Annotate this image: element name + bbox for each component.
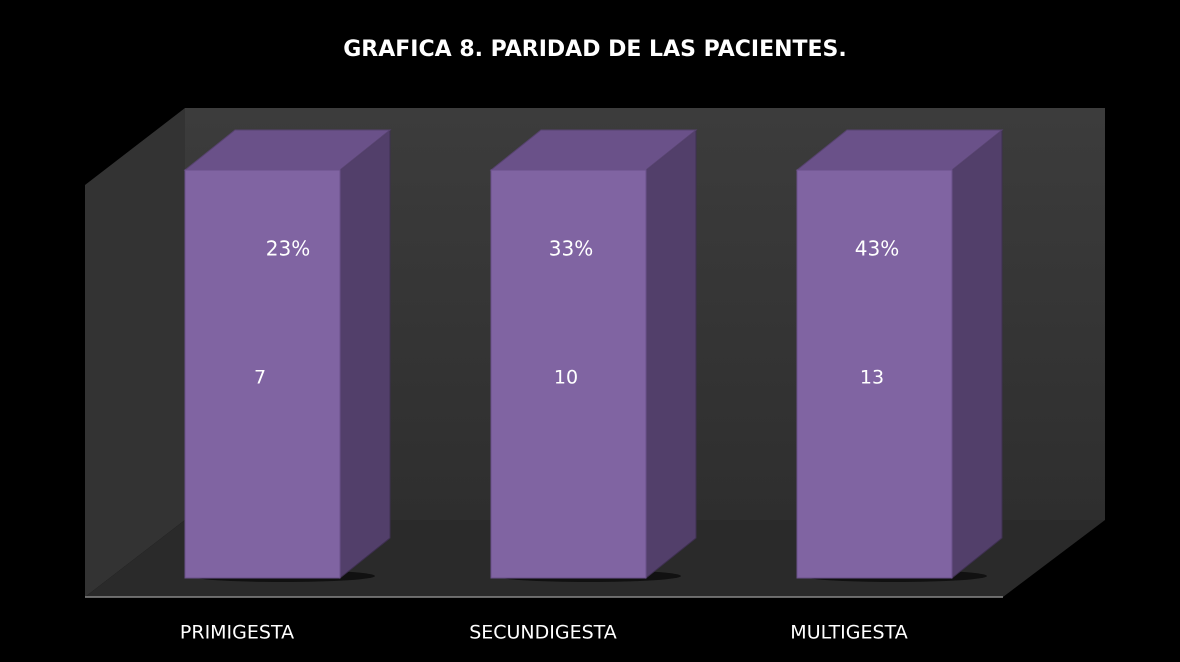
x-tick-label: PRIMIGESTA: [180, 622, 294, 644]
chart-title: GRAFICA 8. PARIDAD DE LAS PACIENTES.: [343, 37, 847, 62]
bar: [796, 169, 953, 579]
percent-label: 23%: [266, 237, 310, 261]
value-label: 13: [860, 367, 884, 389]
percent-label: 43%: [855, 237, 899, 261]
bar-side: [645, 128, 697, 580]
bar: [184, 169, 341, 579]
x-tick-label: SECUNDIGESTA: [469, 622, 617, 644]
value-label: 10: [554, 367, 578, 389]
value-label: 7: [254, 367, 266, 389]
bar-side: [951, 128, 1003, 580]
x-tick-label: MULTIGESTA: [790, 622, 907, 644]
percent-label: 33%: [549, 237, 593, 261]
bar-side: [339, 128, 391, 580]
bar: [490, 169, 647, 579]
side-wall: [85, 108, 185, 597]
